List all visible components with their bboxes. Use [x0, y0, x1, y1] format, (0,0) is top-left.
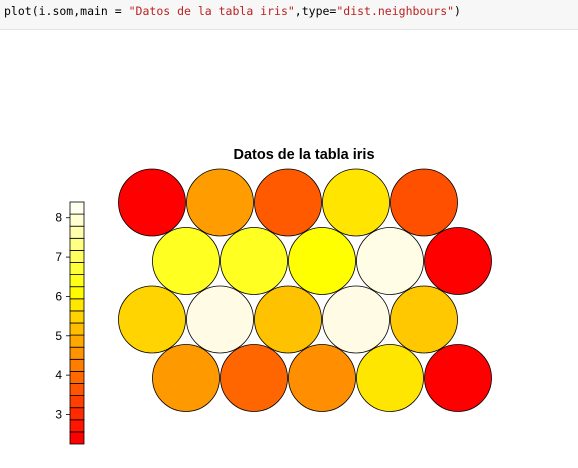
legend-swatch: [69, 419, 85, 433]
legend-swatch: [69, 334, 85, 348]
legend-tick-label: 6: [55, 289, 62, 303]
som-grid: [118, 168, 492, 412]
code-type-arg: ,type=: [294, 4, 337, 18]
legend-tick-label: 3: [55, 407, 62, 421]
som-unit: [390, 168, 458, 237]
som-unit: [186, 285, 254, 354]
som-unit: [254, 285, 322, 354]
legend-swatch: [69, 213, 85, 227]
plot-title: Datos de la tabla iris: [233, 147, 374, 163]
som-unit: [152, 227, 220, 295]
legend-swatch: [69, 346, 85, 360]
code-close-paren: ): [454, 4, 461, 18]
legend-swatch: [69, 298, 85, 312]
legend-tick-label: 4: [55, 368, 62, 382]
som-unit: [424, 227, 492, 295]
legend-swatch: [69, 286, 85, 300]
som-plot: Datos de la tabla iris 3 4 5 6 7 8: [55, 147, 492, 445]
color-legend: 3 4 5 6 7 8: [55, 201, 85, 445]
som-unit: [390, 285, 458, 354]
som-unit: [288, 227, 356, 295]
legend-swatch: [69, 262, 85, 276]
som-unit: [424, 344, 492, 412]
code-type-string: "dist.neighbours": [336, 4, 455, 18]
som-unit: [322, 168, 390, 237]
legend-swatch: [69, 322, 85, 336]
legend-swatch: [69, 310, 85, 324]
code-call: plot(i.som,main =: [4, 4, 129, 18]
som-unit: [220, 227, 288, 295]
legend-swatch: [69, 274, 85, 288]
legend-swatch: [69, 370, 85, 384]
som-unit: [356, 344, 424, 412]
som-unit: [254, 168, 322, 237]
legend-tick-label: 8: [55, 211, 62, 225]
legend-swatch: [69, 249, 85, 263]
legend-swatch: [69, 201, 85, 215]
legend-swatch: [69, 358, 85, 372]
som-unit: [220, 344, 288, 412]
code-line[interactable]: plot(i.som,main = "Datos de la tabla iri…: [4, 4, 461, 18]
som-unit: [152, 344, 220, 412]
code-main-string: "Datos de la tabla iris": [128, 4, 295, 18]
code-cell[interactable]: plot(i.som,main = "Datos de la tabla iri…: [0, 0, 578, 30]
legend-swatch: [69, 431, 85, 445]
legend-swatch: [69, 225, 85, 239]
legend-swatch: [69, 407, 85, 421]
som-unit: [322, 285, 390, 354]
som-unit: [288, 344, 356, 412]
som-unit: [118, 168, 186, 237]
legend-swatch: [69, 395, 85, 409]
legend-tick-label: 5: [55, 329, 62, 343]
legend-tick-label: 7: [55, 250, 62, 264]
som-unit: [118, 285, 186, 354]
legend-swatch: [69, 237, 85, 251]
som-unit: [186, 168, 254, 237]
legend-swatch: [69, 383, 85, 397]
som-unit: [356, 227, 424, 295]
